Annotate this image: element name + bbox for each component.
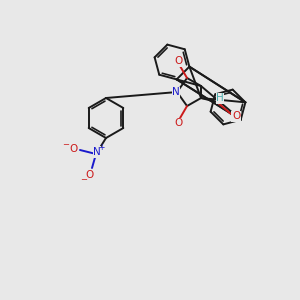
Text: O: O [174, 56, 182, 66]
Text: −: − [62, 140, 70, 149]
Text: H: H [216, 93, 224, 103]
Text: N: N [172, 87, 180, 97]
Text: −: − [80, 176, 88, 184]
Text: O: O [174, 118, 182, 128]
Text: +: + [98, 142, 104, 152]
Text: N: N [93, 147, 101, 157]
Text: O: O [69, 144, 77, 154]
Text: O: O [232, 111, 240, 121]
Text: O: O [86, 170, 94, 180]
